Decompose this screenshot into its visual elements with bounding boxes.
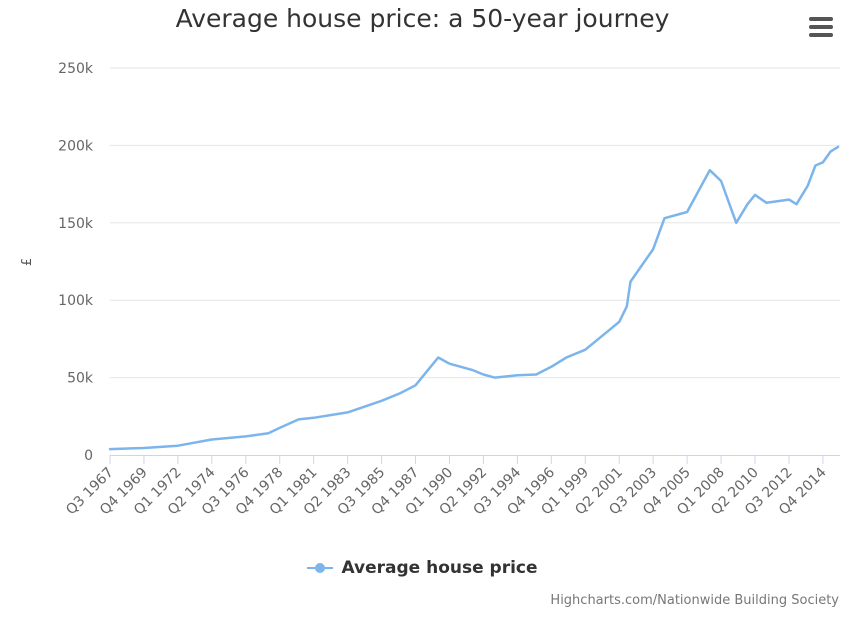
y-tick-label: 200k <box>58 138 94 154</box>
y-tick-label: 150k <box>58 216 94 232</box>
series-group <box>108 145 840 451</box>
gridlines <box>110 67 840 379</box>
y-tick-label: 250k <box>58 61 94 77</box>
y-tick-label: 100k <box>58 293 94 309</box>
y-tick-label: 0 <box>84 448 93 464</box>
legend[interactable]: Average house price <box>0 558 845 578</box>
chart-title: Average house price: a 50-year journey <box>175 4 670 33</box>
credits-link[interactable]: Highcharts.com/Nationwide Building Socie… <box>550 593 839 608</box>
y-tick-label: 50k <box>67 371 94 387</box>
context-menu-button[interactable] <box>806 14 836 40</box>
y-axis-title: £ <box>20 258 35 266</box>
hamburger-menu-icon[interactable] <box>806 14 836 40</box>
legend-label[interactable]: Average house price <box>341 558 538 578</box>
legend-item[interactable]: Average house price <box>307 558 538 578</box>
series-line[interactable] <box>108 145 840 451</box>
legend-marker-icon <box>307 562 334 574</box>
y-axis-tick-labels: 0 50k 100k 150k 200k 250k <box>58 61 94 464</box>
